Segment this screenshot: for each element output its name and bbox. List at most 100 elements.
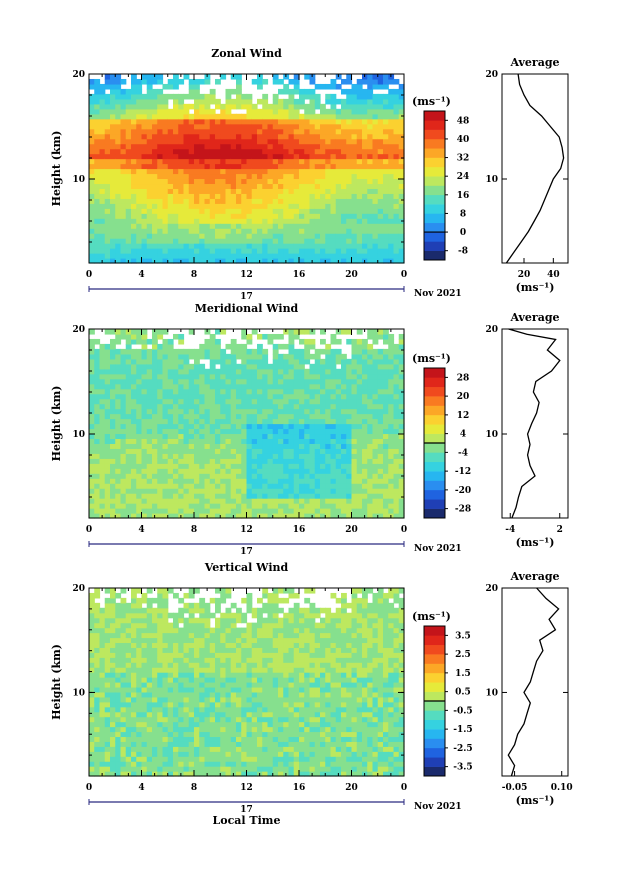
- heatmap-cell: [168, 114, 174, 120]
- heatmap-cell: [262, 129, 268, 135]
- heatmap-cell: [110, 129, 116, 135]
- heatmap-cell: [252, 508, 258, 514]
- heatmap-cell: [131, 736, 137, 742]
- heatmap-cell: [115, 99, 121, 105]
- heatmap-cell: [157, 114, 163, 120]
- heatmap-cell: [262, 188, 268, 194]
- heatmap-cell: [115, 124, 121, 130]
- heatmap-cell: [89, 119, 95, 125]
- heatmap-cell: [383, 463, 389, 469]
- heatmap-cell: [131, 756, 137, 762]
- heatmap-cell: [257, 369, 263, 375]
- heatmap-cell: [105, 114, 111, 120]
- heatmap-cell: [357, 159, 363, 165]
- heatmap-cell: [352, 473, 358, 479]
- heatmap-cell: [131, 329, 137, 335]
- heatmap-cell: [126, 443, 132, 449]
- heatmap-cell: [268, 379, 274, 385]
- heatmap-cell: [241, 424, 247, 430]
- heatmap-cell: [268, 334, 274, 340]
- heatmap-cell: [383, 203, 389, 209]
- heatmap-cell: [289, 188, 295, 194]
- heatmap-cell: [236, 193, 242, 199]
- heatmap-cell: [294, 503, 300, 509]
- heatmap-cell: [157, 453, 163, 459]
- heatmap-cell: [294, 114, 300, 120]
- heatmap-cell: [173, 349, 179, 355]
- heatmap-cell: [325, 208, 331, 214]
- heatmap-cell: [341, 369, 347, 375]
- heatmap-cell: [346, 404, 352, 410]
- heatmap-cell: [163, 483, 169, 489]
- heatmap-cell: [247, 498, 253, 504]
- heatmap-cell: [331, 458, 337, 464]
- heatmap-cell: [310, 149, 316, 155]
- heatmap-cell: [210, 94, 216, 100]
- heatmap-cell: [262, 433, 268, 439]
- heatmap-cell: [142, 144, 148, 150]
- heatmap-cell: [231, 114, 237, 120]
- heatmap-cell: [220, 253, 226, 259]
- heatmap-cell: [184, 124, 190, 130]
- heatmap-cell: [199, 463, 205, 469]
- heatmap-cell: [331, 409, 337, 415]
- heatmap-cell: [184, 183, 190, 189]
- heatmap-cell: [100, 364, 106, 370]
- heatmap-cell: [289, 119, 295, 125]
- heatmap-cell: [115, 409, 121, 415]
- heatmap-cell: [126, 124, 132, 130]
- heatmap-cell: [173, 498, 179, 504]
- heatmap-cell: [362, 218, 368, 224]
- heatmap-cell: [126, 493, 132, 499]
- heatmap-cell: [157, 124, 163, 130]
- heatmap-cell: [252, 374, 258, 380]
- heatmap-cell: [184, 404, 190, 410]
- heatmap-cell: [231, 344, 237, 350]
- heatmap-cell: [236, 183, 242, 189]
- heatmap-cell: [378, 369, 384, 375]
- heatmap-cell: [394, 349, 400, 355]
- heatmap-cell: [126, 603, 132, 609]
- heatmap-cell: [168, 463, 174, 469]
- heatmap-cell: [257, 443, 263, 449]
- heatmap-cell: [121, 208, 127, 214]
- heatmap-cell: [226, 384, 232, 390]
- heatmap-cell: [220, 433, 226, 439]
- heatmap-cell: [331, 508, 337, 514]
- heatmap-cell: [268, 463, 274, 469]
- heatmap-cell: [262, 169, 268, 175]
- heatmap-cell: [268, 188, 274, 194]
- heatmap-cell: [89, 354, 95, 360]
- heatmap-cell: [388, 359, 394, 365]
- heatmap-cell: [283, 89, 289, 95]
- heatmap-cell: [262, 354, 268, 360]
- heatmap-cell: [367, 79, 373, 85]
- heatmap-cell: [194, 399, 200, 405]
- heatmap-cell: [373, 374, 379, 380]
- heatmap-cell: [126, 243, 132, 249]
- heatmap-cell: [121, 164, 127, 170]
- heatmap-cell: [142, 329, 148, 335]
- heatmap-cell: [199, 364, 205, 370]
- heatmap-cell: [210, 114, 216, 120]
- heatmap-cell: [215, 478, 221, 484]
- heatmap-cell: [331, 188, 337, 194]
- heatmap-cell: [126, 183, 132, 189]
- heatmap-cell: [346, 473, 352, 479]
- heatmap-cell: [299, 419, 305, 425]
- heatmap-cell: [100, 697, 106, 703]
- heatmap-cell: [126, 114, 132, 120]
- heatmap-cell: [383, 134, 389, 140]
- heatmap-cell: [157, 349, 163, 355]
- heatmap-cell: [273, 443, 279, 449]
- heatmap-cell: [320, 483, 326, 489]
- heatmap-cell: [157, 154, 163, 160]
- heatmap-cell: [362, 164, 368, 170]
- heatmap-cell: [157, 218, 163, 224]
- heatmap-cell: [231, 453, 237, 459]
- heatmap-cell: [136, 736, 142, 742]
- heatmap-cell: [220, 233, 226, 239]
- heatmap-cell: [352, 109, 358, 115]
- heatmap-cell: [100, 149, 106, 155]
- heatmap-cell: [152, 94, 158, 100]
